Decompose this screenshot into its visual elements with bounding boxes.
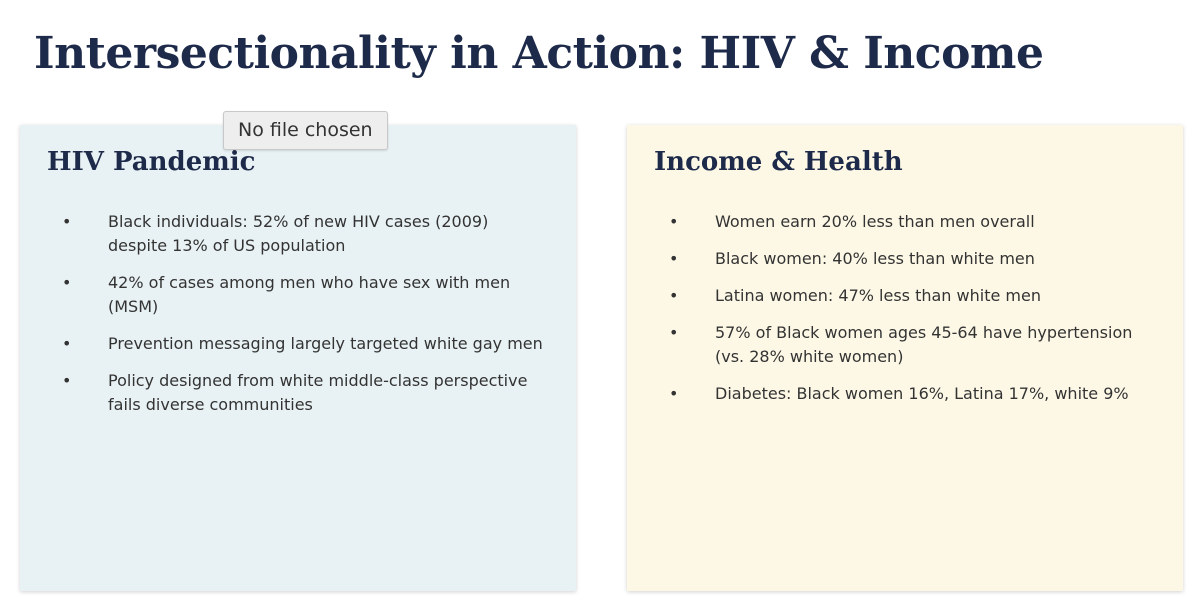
income-health-panel: Income & Health • Women earn 20% less tha… — [627, 125, 1183, 591]
panel-heading-hiv: HIV Pandemic — [47, 147, 256, 177]
file-input-button[interactable]: No file chosen — [223, 111, 388, 150]
bullet-text: 42% of cases among men who have sex with… — [108, 273, 511, 316]
bullet-icon: • — [669, 249, 679, 268]
income-bullet-list: • Women earn 20% less than men overall • B… — [627, 210, 1183, 419]
list-item: • Prevention messaging largely targeted w… — [20, 332, 576, 356]
bullet-icon: • — [669, 286, 679, 305]
bullet-icon: • — [62, 212, 72, 231]
bullet-text: Policy designed from white middle-class … — [108, 371, 528, 414]
list-item: • Policy designed from white middle-class… — [20, 369, 576, 417]
list-item: • 42% of cases among men who have sex wit… — [20, 271, 576, 319]
bullet-text: Prevention messaging largely targeted wh… — [108, 334, 543, 353]
bullet-text: Black individuals: 52% of new HIV cases … — [108, 212, 489, 255]
list-item: • Diabetes: Black women 16%, Latina 17%, … — [627, 382, 1183, 406]
hiv-pandemic-panel: HIV Pandemic • Black individuals: 52% of … — [20, 125, 576, 591]
bullet-icon: • — [62, 334, 72, 353]
bullet-text: Latina women: 47% less than white men — [715, 286, 1041, 305]
bullet-icon: • — [669, 323, 679, 342]
bullet-text: Women earn 20% less than men overall — [715, 212, 1035, 231]
slide-title: Intersectionality in Action: HIV & Incom… — [34, 28, 1044, 79]
list-item: • 57% of Black women ages 45-64 have hype… — [627, 321, 1183, 369]
bullet-text: Diabetes: Black women 16%, Latina 17%, w… — [715, 384, 1129, 403]
bullet-icon: • — [62, 371, 72, 390]
bullet-text: 57% of Black women ages 45-64 have hyper… — [715, 323, 1133, 366]
panel-heading-income: Income & Health — [654, 147, 903, 177]
hiv-bullet-list: • Black individuals: 52% of new HIV cases… — [20, 210, 576, 430]
bullet-text: Black women: 40% less than white men — [715, 249, 1035, 268]
bullet-icon: • — [669, 212, 679, 231]
list-item: • Latina women: 47% less than white men — [627, 284, 1183, 308]
list-item: • Women earn 20% less than men overall — [627, 210, 1183, 234]
bullet-icon: • — [669, 384, 679, 403]
bullet-icon: • — [62, 273, 72, 292]
list-item: • Black individuals: 52% of new HIV cases… — [20, 210, 576, 258]
list-item: • Black women: 40% less than white men — [627, 247, 1183, 271]
